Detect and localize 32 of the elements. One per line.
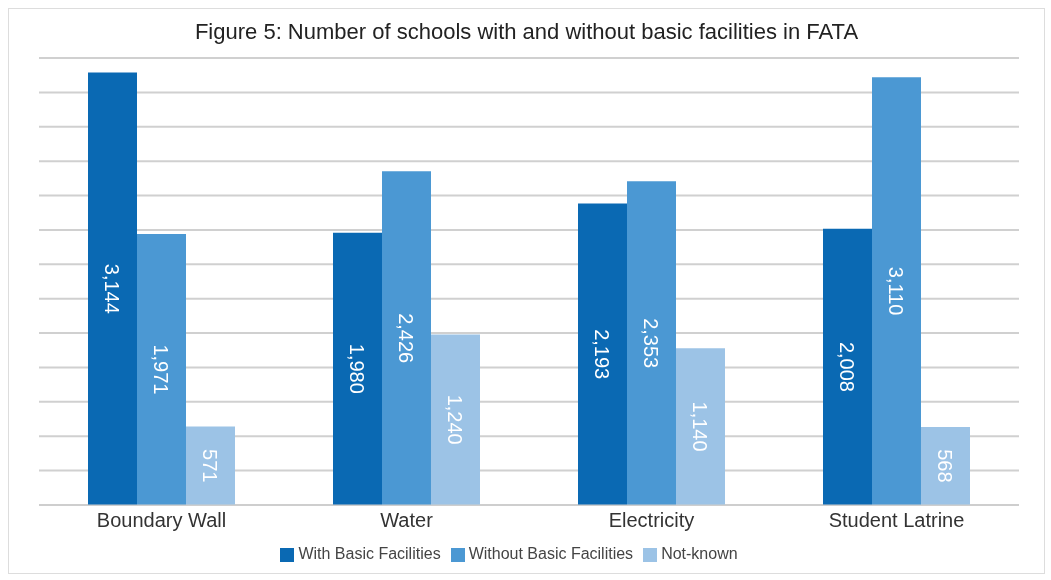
bar <box>627 181 676 505</box>
data-label: 2,353 <box>640 318 663 369</box>
legend-label: Without Basic Facilities <box>468 545 634 562</box>
data-label: 3,144 <box>101 263 124 314</box>
data-label: 2,193 <box>591 329 614 380</box>
data-label: 568 <box>934 449 957 483</box>
bar <box>137 233 186 505</box>
bar <box>186 426 235 505</box>
data-label: 571 <box>199 449 222 483</box>
x-tick-label: Student Latrine <box>828 509 965 532</box>
data-label: 2,426 <box>395 313 418 364</box>
data-label: 1,140 <box>689 401 712 452</box>
chart-title: Figure 5: Number of schools with and without basic facilities in FATA <box>193 19 860 46</box>
bar <box>872 77 921 505</box>
data-label: 1,240 <box>444 394 467 445</box>
legend-label: With Basic Facilities <box>298 545 441 562</box>
bar <box>921 426 970 505</box>
bar <box>676 348 725 505</box>
x-tick-label: Electricity <box>608 509 695 532</box>
bar <box>88 72 137 505</box>
bar <box>333 232 382 505</box>
data-label: 1,971 <box>150 344 173 395</box>
data-label: 2,008 <box>836 341 859 392</box>
data-label: 3,110 <box>885 266 908 316</box>
x-tick-label: Boundary Wall <box>96 509 227 532</box>
legend-label: Not-known <box>661 545 738 562</box>
bar <box>431 334 480 505</box>
bar <box>382 171 431 505</box>
bar <box>578 203 627 505</box>
data-label: 1,980 <box>346 343 369 394</box>
bar <box>823 228 872 505</box>
x-tick-label: Water <box>380 509 434 532</box>
